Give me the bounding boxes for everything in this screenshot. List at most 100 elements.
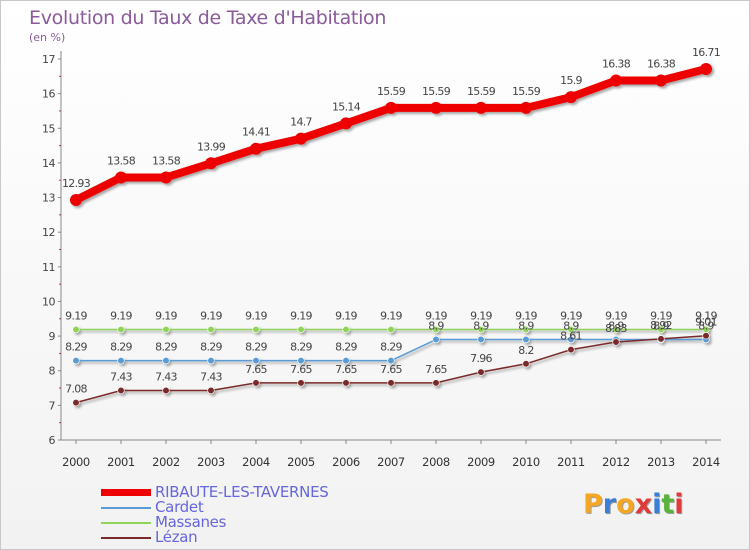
data-label: 16.71 [692, 46, 720, 59]
data-point [657, 335, 665, 343]
data-point [612, 338, 620, 346]
data-point [567, 325, 575, 334]
x-tick-label: 2008 [422, 455, 450, 469]
data-label: 8.29 [245, 341, 267, 354]
x-tick-label: 2003 [197, 455, 225, 469]
data-label: 9.19 [245, 310, 267, 323]
data-label: 9.19 [290, 310, 312, 323]
chart-title: Evolution du Taux de Taxe d'Habitation [29, 7, 387, 29]
data-label: 8.29 [335, 341, 357, 354]
series-4 [72, 332, 710, 407]
logo-letter: r [602, 489, 617, 520]
data-point [162, 386, 170, 395]
data-label: 9.19 [425, 310, 447, 323]
data-label: 8.9 [473, 320, 489, 333]
data-label: 9.19 [650, 310, 672, 323]
data-point [700, 63, 712, 76]
data-label: 9.19 [515, 310, 537, 323]
data-point [162, 357, 170, 365]
data-label: 8.29 [65, 341, 87, 354]
data-point [522, 360, 530, 368]
y-tick-label: 12 [42, 226, 55, 239]
y-tick-label: 7 [49, 399, 56, 412]
data-point [612, 325, 620, 334]
data-label: 8.83 [605, 322, 627, 335]
data-point [252, 379, 260, 387]
data-point [297, 357, 305, 365]
data-label: 9.19 [380, 310, 402, 323]
y-tick-label: 15 [42, 122, 55, 135]
legend-label: Cardet [155, 498, 204, 516]
data-point [430, 101, 442, 114]
y-tick-label: 17 [42, 53, 55, 66]
x-tick-label: 2011 [557, 455, 585, 469]
data-point [70, 193, 82, 206]
x-tick-label: 2002 [152, 455, 180, 469]
data-point [342, 357, 350, 365]
legend-swatch [101, 521, 151, 524]
legend-swatch [101, 536, 151, 539]
data-point [477, 325, 485, 334]
data-point [522, 325, 530, 334]
x-tick-label: 2014 [692, 455, 720, 469]
data-point [655, 74, 667, 87]
data-label: 9.19 [155, 310, 177, 323]
data-point [162, 325, 170, 334]
data-point [297, 325, 305, 334]
data-label: 9.19 [110, 310, 132, 323]
data-label: 7.65 [380, 363, 402, 376]
data-label: 13.58 [107, 154, 136, 167]
data-point [387, 357, 395, 365]
data-point [160, 171, 172, 184]
data-point [72, 325, 80, 334]
legend-item: Cardet [101, 500, 329, 515]
y-tick-label: 13 [42, 192, 55, 205]
legend-swatch [101, 506, 151, 509]
x-tick-label: 2006 [332, 455, 360, 469]
data-point [567, 335, 575, 344]
data-label: 15.59 [422, 85, 451, 98]
data-point [117, 386, 125, 395]
data-point [610, 74, 622, 87]
x-tick-label: 2001 [107, 455, 135, 469]
y-tick-label: 10 [42, 295, 55, 308]
data-label: 7.65 [335, 363, 357, 376]
data-point [207, 386, 215, 395]
data-point [702, 332, 710, 340]
series-3 [72, 325, 710, 334]
data-label: 8.9 [698, 320, 714, 333]
legend-item: Lézan [101, 530, 329, 545]
data-point [205, 157, 217, 170]
data-label: 15.59 [467, 85, 496, 98]
data-point [432, 379, 440, 387]
data-label: 16.38 [602, 57, 631, 70]
logo-letter: i [674, 489, 684, 520]
legend-label: Lézan [155, 528, 198, 546]
data-label: 7.43 [110, 370, 132, 383]
data-label: 7.08 [65, 383, 87, 396]
data-point [207, 357, 215, 365]
data-point [72, 398, 80, 407]
data-point [115, 171, 127, 184]
data-point [477, 335, 485, 344]
data-label: 9.19 [335, 310, 357, 323]
x-tick-label: 2013 [647, 455, 675, 469]
logo-letter: o [616, 489, 635, 520]
data-label: 9.01 [695, 316, 717, 329]
data-point [342, 325, 350, 334]
data-label: 8.29 [290, 341, 312, 354]
data-label: 8.29 [110, 341, 132, 354]
data-label: 9.19 [560, 310, 582, 323]
y-tick-label: 8 [49, 365, 56, 378]
data-label: 9.19 [65, 310, 87, 323]
data-label: 14.41 [242, 126, 270, 139]
y-tick-label: 9 [49, 330, 56, 343]
data-point [342, 379, 350, 387]
y-tick-label: 14 [42, 157, 55, 170]
legend-label: RIBAUTE-LES-TAVERNES [155, 483, 329, 501]
series-1 [70, 63, 712, 206]
logo-letter: t [661, 489, 675, 520]
data-label: 14.7 [290, 116, 312, 129]
data-label: 7.65 [425, 363, 447, 376]
data-point [207, 325, 215, 334]
